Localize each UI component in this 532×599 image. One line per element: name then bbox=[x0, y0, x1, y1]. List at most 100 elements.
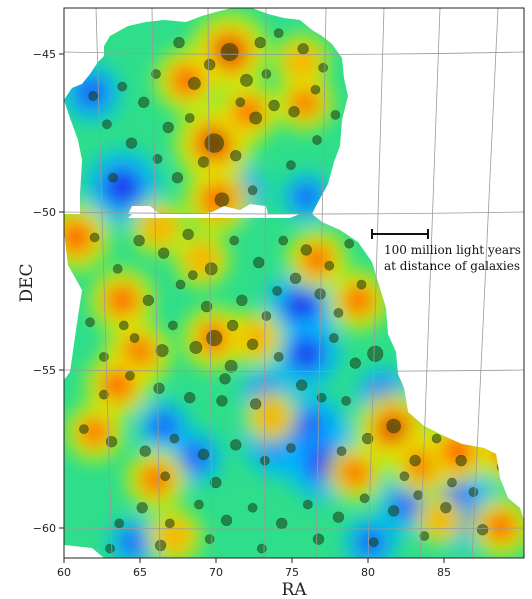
grid-line-ra-70 bbox=[207, 8, 213, 558]
galaxy-point bbox=[249, 398, 262, 410]
galaxy-point bbox=[345, 223, 356, 233]
galaxy-point bbox=[88, 91, 99, 101]
galaxy-point bbox=[386, 418, 401, 434]
galaxy-point bbox=[399, 471, 410, 482]
galaxy-point bbox=[118, 320, 129, 331]
galaxy-point bbox=[236, 294, 248, 306]
coordinate-grid bbox=[64, 8, 524, 558]
void-core bbox=[112, 176, 133, 198]
galaxy-point bbox=[261, 311, 272, 321]
density-field bbox=[64, 8, 524, 558]
galaxy-point bbox=[98, 351, 109, 362]
galaxy-point bbox=[216, 395, 228, 407]
galaxy-point bbox=[259, 455, 270, 466]
x-tick-label: 65 bbox=[133, 566, 147, 579]
galaxy-point bbox=[155, 344, 169, 358]
galaxy-point bbox=[136, 502, 148, 514]
y-tick-label: −55 bbox=[33, 364, 56, 377]
void-mid bbox=[120, 529, 146, 556]
void-core bbox=[292, 296, 312, 317]
galaxy-point bbox=[256, 543, 267, 554]
y-tick-label: −45 bbox=[33, 48, 56, 61]
galaxy-point bbox=[204, 534, 215, 545]
galaxy-point bbox=[200, 300, 213, 313]
galaxy-point bbox=[173, 36, 185, 49]
galaxy-point bbox=[278, 235, 289, 246]
galaxy-point bbox=[359, 493, 370, 504]
galaxy-point bbox=[310, 84, 321, 95]
galaxy-point bbox=[496, 461, 509, 473]
galaxy-point bbox=[447, 477, 457, 488]
galaxy-point bbox=[230, 150, 242, 162]
galaxy-point bbox=[187, 270, 198, 281]
galaxy-point bbox=[314, 288, 326, 300]
galaxy-point bbox=[341, 395, 352, 406]
galaxy-point bbox=[333, 307, 344, 318]
galaxy-point bbox=[332, 511, 345, 523]
x-tick-label: 60 bbox=[57, 566, 71, 579]
galaxy-point bbox=[206, 329, 223, 347]
y-tick-label: −60 bbox=[33, 522, 56, 535]
galaxy-point bbox=[349, 357, 362, 369]
hotspot-inner bbox=[294, 92, 315, 113]
galaxy-point bbox=[187, 76, 201, 90]
galaxy-point bbox=[367, 345, 384, 362]
galaxy-point bbox=[312, 135, 322, 145]
galaxy-point bbox=[162, 121, 174, 134]
galaxy-point bbox=[114, 518, 125, 529]
y-tick-label: −50 bbox=[33, 206, 56, 219]
galaxy-point bbox=[142, 294, 155, 306]
galaxy-point bbox=[105, 436, 118, 448]
galaxy-point bbox=[324, 260, 335, 271]
hotspot-inner bbox=[345, 463, 366, 483]
hotspot-mid bbox=[283, 43, 320, 80]
galaxy-point bbox=[160, 471, 171, 482]
x-tick-label: 80 bbox=[361, 566, 375, 579]
galaxy-point bbox=[194, 499, 204, 510]
galaxy-point bbox=[108, 172, 118, 183]
galaxy-point bbox=[224, 359, 238, 373]
galaxy-point bbox=[330, 109, 341, 120]
galaxy-point bbox=[342, 59, 353, 70]
hotspot-mid bbox=[253, 399, 289, 434]
galaxy-point bbox=[85, 317, 95, 328]
galaxy-point bbox=[247, 185, 258, 196]
galaxy-point bbox=[112, 263, 123, 274]
grid-line-ra-84 bbox=[419, 8, 441, 558]
tick-marks bbox=[59, 53, 445, 563]
galaxy-point bbox=[125, 370, 135, 381]
galaxy-point bbox=[276, 517, 288, 530]
galaxy-point bbox=[312, 533, 325, 545]
plot-frame bbox=[63, 7, 525, 559]
galaxy-point bbox=[419, 531, 430, 541]
grid-line-ra-66 bbox=[151, 8, 161, 558]
galaxy-point bbox=[361, 432, 374, 445]
galaxy-point bbox=[219, 373, 231, 385]
hotspot-inner bbox=[111, 289, 134, 312]
galaxy-point bbox=[153, 382, 165, 394]
galaxy-point bbox=[117, 81, 128, 92]
galaxy-point bbox=[197, 156, 210, 168]
galaxy-point bbox=[431, 433, 442, 444]
galaxy-point bbox=[273, 351, 284, 362]
galaxy-point bbox=[254, 36, 266, 49]
galaxy-point bbox=[261, 69, 272, 79]
scale-bar bbox=[371, 229, 429, 239]
galaxy-point bbox=[89, 232, 100, 243]
galaxy-point bbox=[133, 234, 145, 247]
galaxy-point bbox=[102, 119, 112, 130]
galaxy-point bbox=[286, 160, 296, 171]
grid-line-dec-55 bbox=[64, 369, 524, 372]
galaxy-point bbox=[157, 247, 170, 259]
galaxy-point bbox=[468, 487, 479, 497]
grid-line-ra-63 bbox=[95, 8, 113, 558]
grid-line-ra-88 bbox=[471, 8, 499, 558]
galaxy-point bbox=[226, 319, 239, 332]
galaxy-point bbox=[247, 502, 258, 513]
galaxy-point bbox=[184, 392, 196, 404]
galaxy-point bbox=[220, 514, 233, 526]
galaxy-point bbox=[184, 113, 195, 123]
galaxy-point bbox=[246, 338, 259, 350]
galaxy-point bbox=[253, 256, 265, 269]
